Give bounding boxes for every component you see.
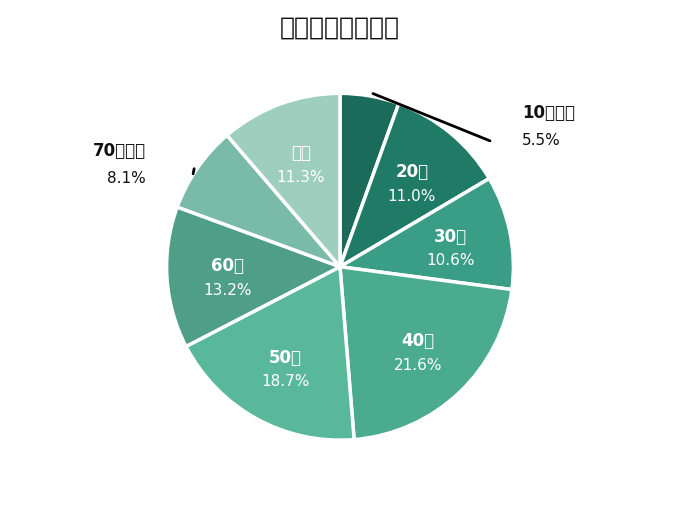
Text: 60代: 60代 [211,257,244,275]
Text: 10.6%: 10.6% [426,253,475,268]
Wedge shape [340,104,489,267]
Text: 11.0%: 11.0% [388,189,436,204]
Wedge shape [340,179,513,290]
Wedge shape [177,136,340,267]
Text: 8.1%: 8.1% [107,171,146,186]
Text: 21.6%: 21.6% [394,357,442,372]
Text: 11.3%: 11.3% [277,170,325,185]
Text: 50代: 50代 [269,348,302,366]
Title: 顧客の年齢層分布: 顧客の年齢層分布 [280,15,400,39]
Wedge shape [167,208,340,347]
Text: 5.5%: 5.5% [522,133,561,148]
Text: 10代以下: 10代以下 [522,104,575,122]
Wedge shape [186,267,354,440]
Text: 40代: 40代 [401,331,435,349]
Text: 不明: 不明 [291,144,311,162]
Text: 13.2%: 13.2% [203,282,252,297]
Text: 20代: 20代 [395,163,428,181]
Wedge shape [227,94,340,267]
Text: 70代以上: 70代以上 [92,142,146,160]
Text: 18.7%: 18.7% [261,374,309,389]
Text: 30代: 30代 [434,227,467,245]
Wedge shape [340,94,398,267]
Wedge shape [340,267,512,440]
